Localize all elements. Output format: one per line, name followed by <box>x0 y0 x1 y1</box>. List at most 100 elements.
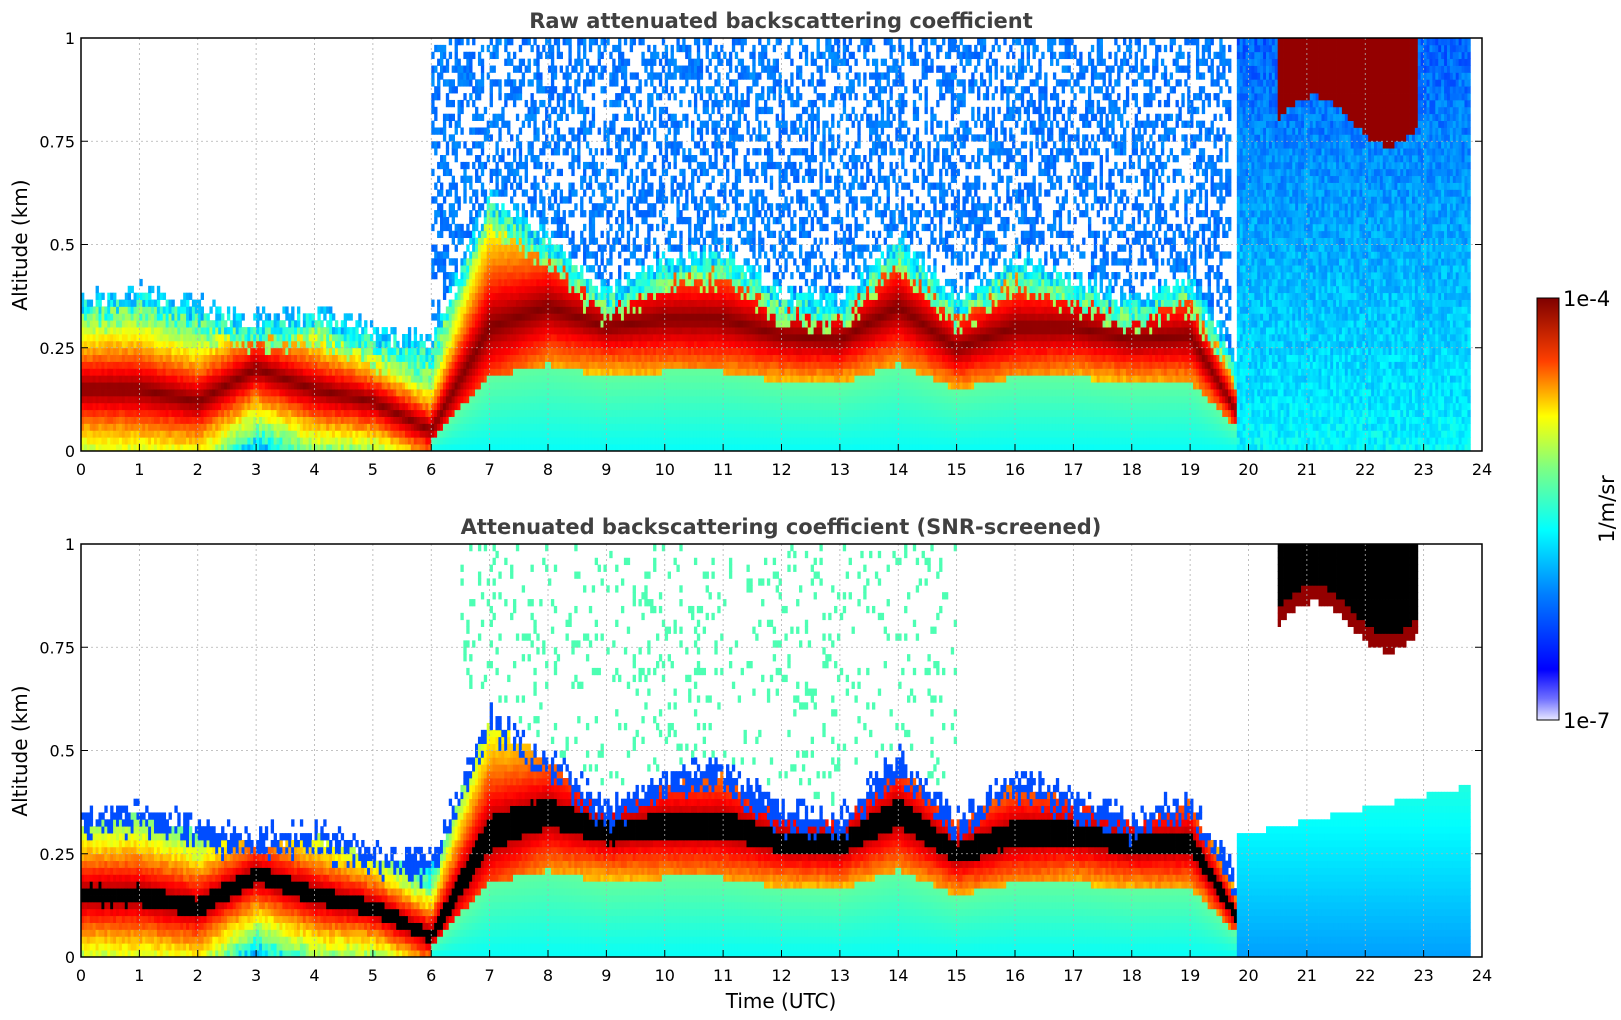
heatmap-cell <box>443 341 446 348</box>
heatmap-cell <box>422 403 425 410</box>
heatmap-cell <box>239 313 242 320</box>
heatmap-cell <box>455 362 458 369</box>
heatmap-cell <box>548 341 551 348</box>
heatmap-cell <box>516 210 519 217</box>
heatmap-cell <box>484 224 487 231</box>
heatmap-cell <box>376 327 379 334</box>
heatmap-cell <box>487 417 490 424</box>
heatmap-cell <box>209 403 212 410</box>
heatmap-cell <box>101 368 104 375</box>
heatmap-cell <box>510 265 513 272</box>
heatmap-cell <box>466 389 469 396</box>
heatmap-cell <box>554 258 557 265</box>
heatmap-cell <box>288 382 291 389</box>
heatmap-cell <box>437 258 440 265</box>
heatmap-cell <box>501 389 504 396</box>
heatmap-cell <box>317 362 320 369</box>
heatmap-cell <box>90 362 93 369</box>
heatmap-cell <box>171 382 174 389</box>
heatmap-cell <box>256 306 259 313</box>
heatmap-cell <box>350 327 353 334</box>
heatmap-cell <box>414 430 417 437</box>
heatmap-cell <box>417 396 420 403</box>
heatmap-cell <box>580 389 583 396</box>
heatmap-cell <box>478 210 481 217</box>
heatmap-cell <box>364 437 367 444</box>
heatmap-cell <box>230 437 233 444</box>
heatmap-cell <box>157 348 160 355</box>
heatmap-cell <box>443 417 446 424</box>
heatmap-cell <box>315 396 318 403</box>
heatmap-cell <box>525 320 528 327</box>
heatmap-cell <box>90 430 93 437</box>
heatmap-cell <box>379 334 382 341</box>
heatmap-cell <box>192 320 195 327</box>
heatmap-cell <box>157 313 160 320</box>
heatmap-cell <box>198 382 201 389</box>
heatmap-cell <box>510 306 513 313</box>
heatmap-cell <box>99 348 102 355</box>
heatmap-cell <box>183 410 186 417</box>
heatmap-cell <box>449 86 452 93</box>
heatmap-cell <box>434 437 437 444</box>
heatmap-cell <box>148 334 151 341</box>
heatmap-cell <box>242 382 245 389</box>
heatmap-cell <box>367 430 370 437</box>
heatmap-cell <box>376 396 379 403</box>
heatmap-cell <box>601 430 604 437</box>
heatmap-cell <box>507 430 510 437</box>
heatmap-cell <box>539 245 542 252</box>
heatmap-cell <box>536 293 539 300</box>
heatmap-cell <box>128 389 131 396</box>
heatmap-cell <box>554 279 557 286</box>
heatmap-cell <box>589 437 592 444</box>
heatmap-cell <box>452 203 455 210</box>
heatmap-cell <box>475 375 478 382</box>
heatmap-cell <box>516 396 519 403</box>
heatmap-cell <box>539 272 542 279</box>
heatmap-cell <box>583 306 586 313</box>
heatmap-cell <box>171 300 174 307</box>
heatmap-cell <box>525 66 528 73</box>
heatmap-cell <box>358 403 361 410</box>
heatmap-cell <box>466 348 469 355</box>
heatmap-cell <box>536 410 539 417</box>
heatmap-cell <box>525 300 528 307</box>
heatmap-cell <box>589 38 592 45</box>
heatmap-cell <box>230 327 233 334</box>
heatmap-cell <box>291 389 294 396</box>
heatmap-cell <box>224 403 227 410</box>
heatmap-cell <box>326 320 329 327</box>
heatmap-cell <box>233 306 236 313</box>
heatmap-cell <box>195 362 198 369</box>
heatmap-cell <box>163 417 166 424</box>
heatmap-cell <box>358 334 361 341</box>
heatmap-cell <box>104 389 107 396</box>
heatmap-cell <box>215 430 218 437</box>
heatmap-cell <box>154 403 157 410</box>
heatmap-cell <box>571 293 574 300</box>
heatmap-cell <box>536 231 539 238</box>
heatmap-cell <box>279 327 282 334</box>
heatmap-cell <box>595 176 598 183</box>
heatmap-cell <box>247 362 250 369</box>
heatmap-cell <box>87 300 90 307</box>
heatmap-cell <box>554 38 557 45</box>
heatmap-cell <box>84 306 87 313</box>
heatmap-cell <box>274 368 277 375</box>
heatmap-cell <box>259 348 262 355</box>
heatmap-cell <box>601 231 604 238</box>
heatmap-cell <box>601 210 604 217</box>
heatmap-cell <box>422 355 425 362</box>
heatmap-cell <box>574 59 577 66</box>
heatmap-cell <box>242 375 245 382</box>
heatmap-cell <box>493 300 496 307</box>
heatmap-cell <box>437 320 440 327</box>
heatmap-cell <box>510 362 513 369</box>
heatmap-cell <box>583 341 586 348</box>
heatmap-cell <box>460 320 463 327</box>
heatmap-cell <box>151 355 154 362</box>
heatmap-cell <box>542 279 545 286</box>
heatmap-cell <box>507 251 510 258</box>
heatmap-cell <box>455 403 458 410</box>
